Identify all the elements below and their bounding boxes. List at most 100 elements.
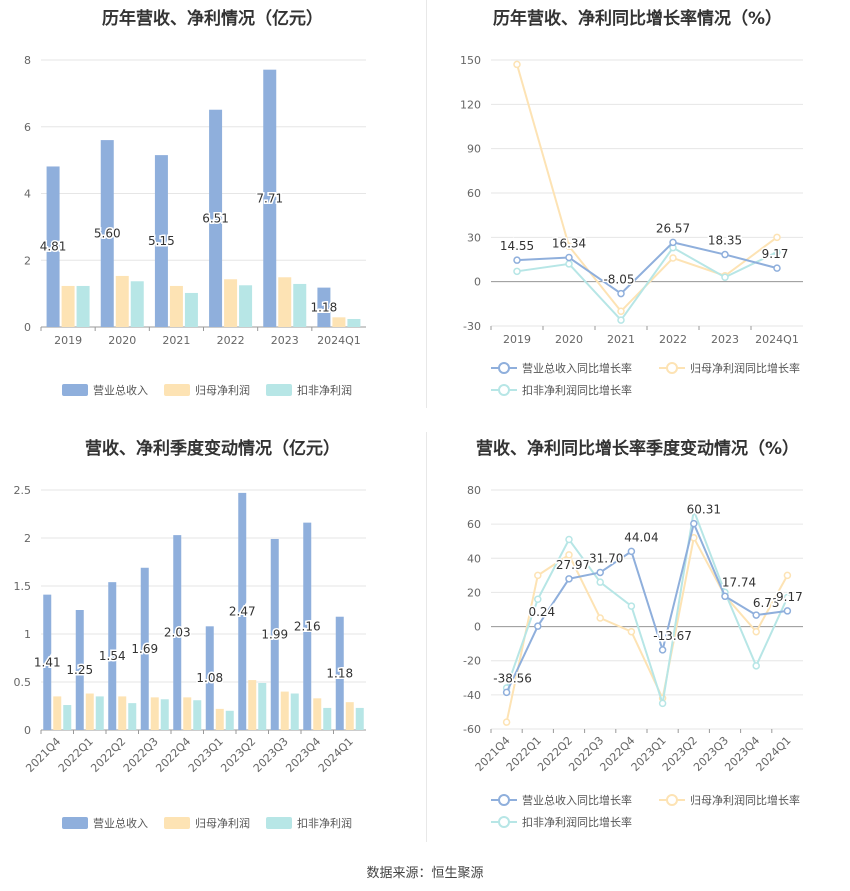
bar-营业总收入 bbox=[205, 626, 214, 730]
bar-扣非净利润 bbox=[128, 703, 137, 730]
data-label: 7.71 bbox=[256, 191, 283, 205]
point-归母净利润同比增长率 bbox=[565, 551, 573, 559]
point-归母净利润同比增长率 bbox=[502, 718, 511, 726]
point-营业总收入同比增长率 bbox=[534, 622, 542, 630]
x-tick-label: 2023Q4 bbox=[283, 735, 323, 775]
legend-marker bbox=[498, 816, 510, 828]
point-扣非净利润同比增长率 bbox=[627, 602, 636, 610]
point-归母净利润同比增长率 bbox=[534, 571, 542, 580]
point-扣非净利润同比增长率 bbox=[690, 506, 698, 515]
legend-label: 营业总收入 bbox=[93, 383, 148, 397]
bar-归母净利润 bbox=[215, 708, 224, 730]
legend-label: 归母净利润同比增长率 bbox=[690, 793, 800, 807]
x-tick-label: 2022 bbox=[217, 334, 245, 347]
point-营业总收入同比增长率 bbox=[752, 611, 760, 619]
y-tick-label: 2 bbox=[24, 254, 31, 267]
legend-label: 扣非净利润同比增长率 bbox=[522, 383, 632, 397]
x-tick-label: 2024Q1 bbox=[317, 334, 361, 347]
data-label: 1.08 bbox=[196, 671, 223, 685]
point-营业总收入同比增长率 bbox=[627, 547, 636, 556]
data-label: 1.18 bbox=[311, 300, 338, 314]
x-tick-label: 2019 bbox=[503, 333, 531, 346]
bar-营业总收入 bbox=[173, 535, 182, 730]
bar-归母净利润 bbox=[248, 680, 257, 730]
bar-营业总收入 bbox=[270, 538, 279, 730]
bar-营业总收入 bbox=[263, 69, 277, 328]
line-扣非净利润同比增长率 bbox=[505, 506, 789, 704]
y-tick-label: 6 bbox=[24, 121, 31, 134]
data-label: 18.35 bbox=[708, 234, 742, 248]
bar-扣非净利润 bbox=[160, 699, 169, 730]
y-tick-label: 0 bbox=[474, 621, 481, 634]
y-tick-label: 4 bbox=[24, 188, 31, 201]
data-label: 1.18 bbox=[326, 666, 353, 680]
bar-归母净利润 bbox=[183, 697, 192, 730]
bar-扣非净利润 bbox=[239, 285, 253, 327]
x-tick-label: 2020 bbox=[108, 334, 136, 347]
y-tick-label: 8 bbox=[24, 54, 31, 67]
data-label: -38.56 bbox=[493, 671, 532, 685]
x-tick-label: 2022Q1 bbox=[56, 735, 96, 775]
panel-divider bbox=[426, 432, 427, 842]
legend-label: 归母净利润 bbox=[195, 383, 250, 397]
legend-swatch bbox=[62, 817, 88, 829]
x-tick-label: 2021Q4 bbox=[23, 735, 63, 775]
x-tick-label: 2023Q2 bbox=[218, 735, 258, 775]
bar-归母净利润 bbox=[118, 696, 127, 730]
x-tick-label: 2021 bbox=[607, 333, 635, 346]
legend-label: 扣非净利润 bbox=[297, 816, 352, 830]
bar-归母净利润 bbox=[169, 285, 183, 327]
data-label: 1.99 bbox=[261, 627, 288, 641]
bar-扣非净利润 bbox=[184, 292, 198, 327]
bar-营业总收入 bbox=[140, 567, 149, 730]
point-扣非净利润同比增长率 bbox=[565, 535, 573, 544]
bar-扣非净利润 bbox=[347, 318, 361, 327]
y-tick-label: 20 bbox=[467, 586, 481, 599]
y-tick-label: 60 bbox=[467, 187, 481, 200]
data-label: 5.15 bbox=[148, 234, 175, 248]
data-label: 1.54 bbox=[99, 649, 126, 663]
point-归母净利润同比增长率 bbox=[596, 614, 604, 622]
bar-归母净利润 bbox=[332, 317, 346, 327]
point-营业总收入同比增长率 bbox=[669, 238, 677, 247]
line-扣非净利润同比增长率 bbox=[516, 246, 778, 322]
y-tick-label: 30 bbox=[467, 231, 481, 244]
bar-营业总收入 bbox=[335, 616, 344, 730]
data-label: 5.60 bbox=[94, 227, 121, 241]
point-营业总收入同比增长率 bbox=[773, 264, 781, 272]
point-营业总收入同比增长率 bbox=[783, 607, 792, 615]
point-营业总收入同比增长率 bbox=[513, 256, 521, 264]
bar-扣非净利润 bbox=[193, 700, 202, 730]
bar-扣非净利润 bbox=[290, 693, 299, 730]
data-label: 9.17 bbox=[776, 590, 803, 604]
bar-扣非净利润 bbox=[130, 281, 144, 327]
legend-marker bbox=[666, 794, 678, 806]
y-tick-label: -60 bbox=[463, 723, 481, 736]
panel-divider bbox=[426, 0, 427, 408]
data-source: 数据来源：恒生聚源 bbox=[366, 866, 484, 881]
point-扣非净利润同比增长率 bbox=[721, 273, 729, 281]
chart-title: 营收、净利季度变动情况（亿元） bbox=[85, 439, 340, 459]
legend-label: 归母净利润 bbox=[195, 816, 250, 830]
y-tick-label: -20 bbox=[463, 655, 481, 668]
point-营业总收入同比增长率 bbox=[617, 289, 625, 298]
line-营业总收入同比增长率 bbox=[516, 241, 778, 295]
point-营业总收入同比增长率 bbox=[658, 646, 667, 654]
point-扣非净利润同比增长率 bbox=[534, 595, 542, 604]
bar-营业总收入 bbox=[108, 582, 117, 730]
point-扣非净利润同比增长率 bbox=[773, 248, 781, 256]
y-tick-label: 120 bbox=[460, 98, 481, 111]
y-tick-label: 80 bbox=[467, 484, 481, 497]
x-tick-label: 2024Q1 bbox=[753, 734, 793, 774]
point-归母净利润同比增长率 bbox=[783, 571, 792, 580]
y-tick-label: 150 bbox=[460, 54, 481, 67]
bar-营业总收入 bbox=[303, 522, 312, 730]
x-tick-label: 2020 bbox=[555, 333, 583, 346]
x-tick-label: 2024Q1 bbox=[755, 333, 799, 346]
line-归母净利润同比增长率 bbox=[505, 534, 789, 723]
y-tick-label: 0 bbox=[24, 724, 31, 737]
x-tick-label: 2022 bbox=[659, 333, 687, 346]
legend-label: 扣非净利润 bbox=[297, 383, 352, 397]
panel-annual-growth: 历年营收、净利同比增长率情况（%） -30 0 30 60 90 120 150 2019 20… bbox=[425, 0, 850, 410]
legend-marker bbox=[498, 384, 510, 396]
